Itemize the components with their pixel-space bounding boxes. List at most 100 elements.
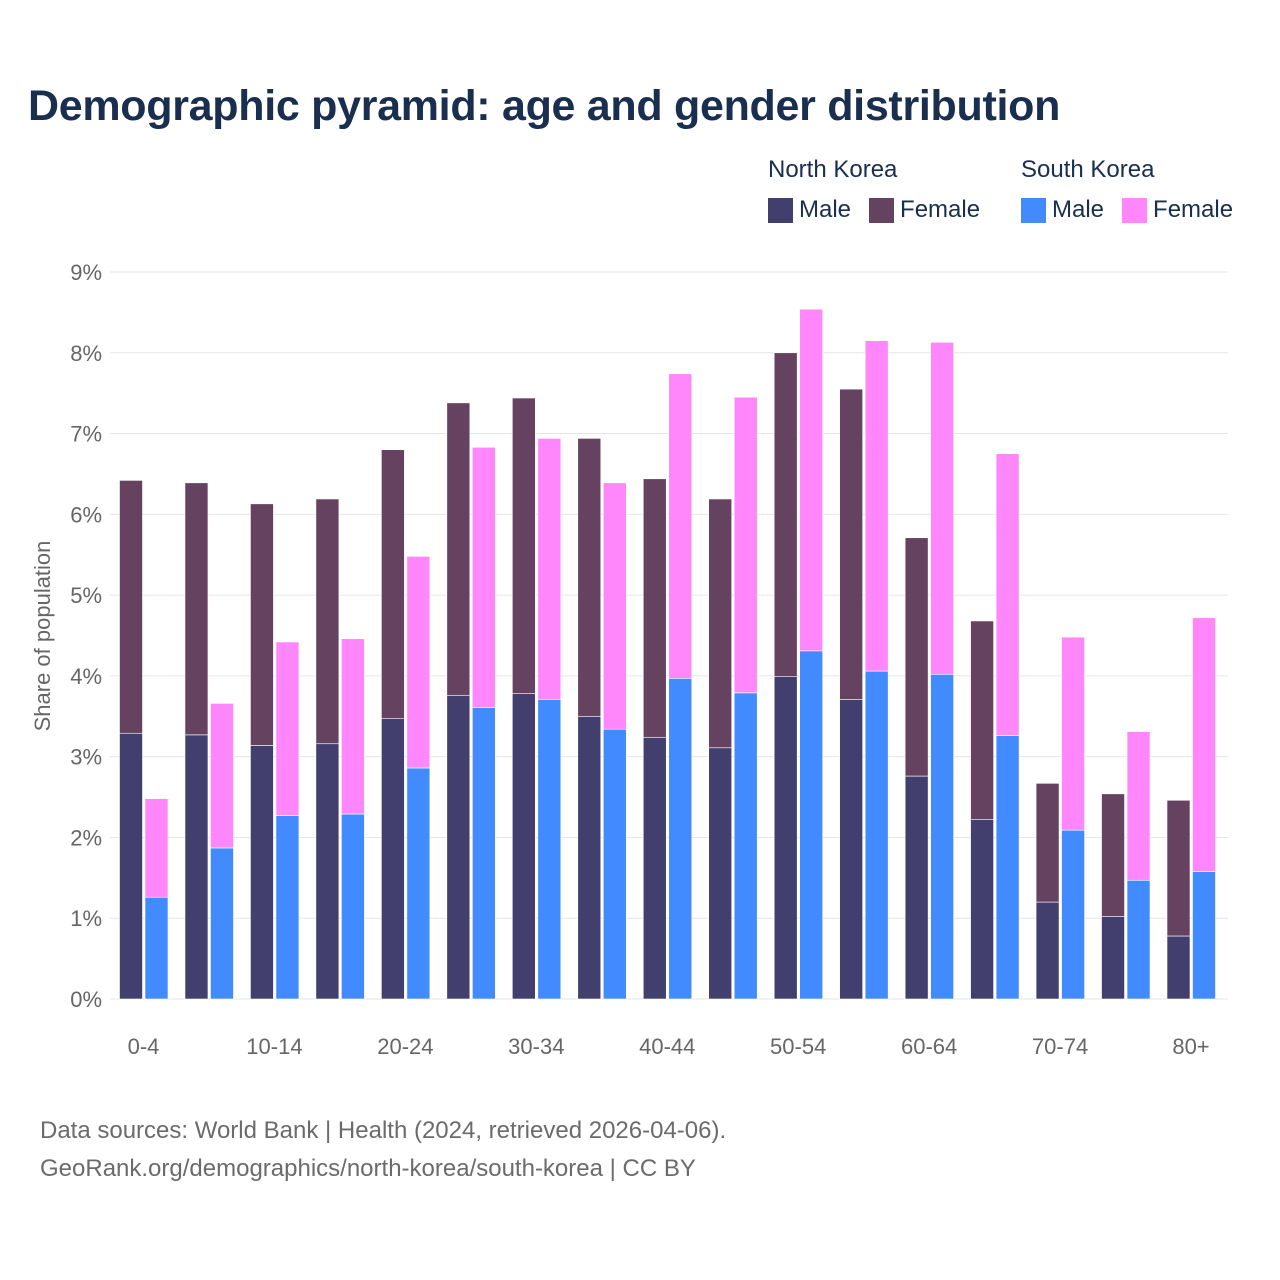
bar-north-korea-male: North Korea Male: 3.11% (708, 747, 733, 1000)
legend-label: Female (900, 196, 981, 223)
bar-south-korea-male: South Korea Male: 1.58% (1192, 871, 1216, 1000)
bar-south-korea-male: South Korea Male: 2.29% (341, 813, 365, 1000)
bar-north-korea-male: North Korea Male: 1.02% (1101, 916, 1125, 1000)
y-tick-label: 5% (70, 583, 102, 608)
bar-south-korea-female: South Korea Female: 2.62% (406, 556, 431, 769)
bar-south-korea-female: South Korea Female: 3.77% (668, 373, 693, 679)
bar-north-korea-female: North Korea Female: 3.13% (119, 480, 143, 734)
bar-south-korea-male: South Korea Male: 3.71% (537, 699, 562, 1000)
x-tick-label: 0-4 (128, 1034, 160, 1059)
x-tick-label: 30-34 (508, 1034, 564, 1059)
bar-north-korea-male: North Korea Male: 2.22% (970, 819, 994, 1000)
bar-south-korea-male: South Korea Male: 1.26% (144, 896, 169, 1000)
x-tick-label: 50-54 (770, 1034, 826, 1059)
bar-north-korea-female: North Korea Female: 2.95% (904, 537, 929, 777)
bar-south-korea-male: South Korea Male: 1.87% (210, 847, 234, 1000)
bar-north-korea-female: North Korea Female: 1.68% (1166, 799, 1191, 937)
legend-label: Male (1052, 196, 1105, 223)
bar-north-korea-female: North Korea Female: 2.99% (250, 503, 274, 746)
bar-south-korea-male: South Korea Male: 4.06% (864, 670, 889, 1000)
y-tick-label: 1% (70, 906, 102, 931)
bar-south-korea-female: South Korea Female: 4.09% (864, 340, 889, 672)
bar-south-korea-male: South Korea Male: 3.79% (733, 692, 758, 1000)
bar-north-korea-female: North Korea Female: 2.46% (970, 620, 994, 820)
bar-north-korea-male: North Korea Male: 3.76% (446, 694, 471, 1000)
bar-north-korea-female: North Korea Female: 3.66% (512, 397, 536, 694)
chart-plot: 0% 1% 2% 3% 4% 5% 6% 7% 8% 9% Share of population N… (30, 260, 1228, 1059)
bar-south-korea-female: South Korea Female: 2.39% (1061, 636, 1085, 831)
y-tick-label: 6% (70, 502, 102, 527)
x-tick-label: 70-74 (1032, 1034, 1088, 1059)
bar-north-korea-female: North Korea Female: 3.03% (315, 498, 340, 745)
bar-south-korea-male: South Korea Male: 2.86% (406, 767, 431, 1000)
y-tick-label: 7% (70, 422, 102, 447)
bar-north-korea-female: North Korea Female: 3.44% (577, 438, 602, 717)
bar-south-korea-female: South Korea Female: 1.22% (144, 798, 169, 898)
bar-north-korea-male: North Korea Male: 3.5% (577, 715, 602, 1000)
bar-north-korea-male: North Korea Male: 0.78% (1166, 935, 1191, 1000)
legend-swatch (768, 197, 793, 223)
bar-north-korea-male: North Korea Male: 3.24% (642, 736, 667, 1000)
bar-south-korea-male: South Korea Male: 1.47% (1126, 879, 1151, 1000)
bar-north-korea-male: North Korea Male: 3.99% (773, 676, 798, 1000)
bar-south-korea-male: South Korea Male: 3.61% (472, 707, 496, 1000)
source-line-2[interactable]: GeoRank.org/demographics/north-korea/sou… (40, 1155, 696, 1182)
y-axis-label: Share of population (30, 541, 55, 732)
bar-north-korea-male: North Korea Male: 2.76% (904, 775, 929, 1000)
bar-south-korea-female: South Korea Female: 4.11% (930, 341, 954, 675)
bar-north-korea-female: North Korea Female: 3.33% (381, 449, 405, 720)
bar-north-korea-female: North Korea Female: 3.84% (839, 388, 863, 700)
bar-north-korea-male: North Korea Male: 3.14% (250, 745, 274, 1000)
bar-north-korea-female: North Korea Female: 3.08% (708, 498, 733, 749)
legend-south-korea: South Korea Male Female (1021, 156, 1233, 224)
chart-title: Demographic pyramid: age and gender dist… (28, 82, 1061, 130)
bar-north-korea-male: North Korea Male: 3.16% (315, 743, 340, 1000)
legend-item-nk-male[interactable]: Male (768, 196, 851, 224)
y-tick-label: 4% (70, 664, 102, 689)
bar-south-korea-female: South Korea Female: 3.49% (995, 453, 1020, 736)
y-tick-label: 8% (70, 341, 102, 366)
bar-south-korea-male: South Korea Male: 3.26% (995, 735, 1020, 1000)
y-tick-label: 3% (70, 745, 102, 770)
bar-south-korea-female: South Korea Female: 3.14% (1192, 617, 1216, 872)
legend-group-title: South Korea (1021, 156, 1155, 183)
bar-north-korea-female: North Korea Female: 4.01% (773, 352, 798, 677)
bar-north-korea-male: North Korea Male: 3.29% (119, 732, 143, 1000)
x-tick-label: 80+ (1172, 1034, 1209, 1059)
legend-label: Male (799, 196, 852, 223)
bar-north-korea-male: North Korea Male: 1.2% (1035, 901, 1060, 1000)
bar-north-korea-female: North Korea Female: 3.12% (184, 482, 209, 736)
bar-south-korea-female: South Korea Female: 2.15% (275, 641, 300, 816)
bar-south-korea-male: South Korea Male: 3.34% (602, 728, 627, 1000)
legend-item-nk-female[interactable]: Female (869, 196, 980, 224)
bar-north-korea-male: North Korea Male: 3.27% (184, 734, 209, 1000)
bar-south-korea-male: South Korea Male: 2.09% (1061, 829, 1085, 1000)
legend-item-sk-female[interactable]: Female (1122, 196, 1233, 224)
bar-south-korea-female: South Korea Female: 1.84% (1126, 731, 1151, 881)
bar-north-korea-female: North Korea Female: 1.52% (1101, 793, 1125, 917)
x-tick-label: 10-14 (246, 1034, 302, 1059)
bar-south-korea-male: South Korea Male: 4.02% (930, 673, 954, 1000)
bar-north-korea-female: North Korea Female: 3.62% (446, 402, 471, 696)
legend-north-korea: North Korea Male Female (768, 156, 980, 224)
legend-swatch (869, 197, 895, 223)
bar-south-korea-female: South Korea Female: 3.66% (733, 396, 758, 694)
bar-south-korea-male: South Korea Male: 2.27% (275, 815, 300, 1000)
y-tick-label: 2% (70, 825, 102, 850)
bar-south-korea-male: South Korea Male: 3.97% (668, 678, 693, 1000)
legend-label: Female (1153, 196, 1234, 223)
bar-south-korea-male: South Korea Male: 4.31% (799, 650, 823, 1000)
bar-north-korea-female: North Korea Female: 1.47% (1035, 783, 1060, 903)
x-tick-label: 40-44 (639, 1034, 695, 1059)
x-tick-label: 20-24 (377, 1034, 433, 1059)
source-line-1: Data sources: World Bank | Health (2024,… (40, 1117, 727, 1144)
bar-north-korea-male: North Korea Male: 3.47% (381, 718, 405, 1000)
bar-south-korea-female: South Korea Female: 3.22% (472, 446, 496, 708)
y-tick-label: 9% (70, 260, 102, 285)
legend-swatch (1021, 197, 1046, 223)
x-tick-label: 60-64 (901, 1034, 957, 1059)
bar-south-korea-female: South Korea Female: 3.23% (537, 438, 562, 700)
bar-south-korea-female: South Korea Female: 1.79% (210, 703, 234, 849)
bar-north-korea-male: North Korea Male: 3.78% (512, 693, 536, 1000)
legend-item-sk-male[interactable]: Male (1021, 196, 1104, 224)
